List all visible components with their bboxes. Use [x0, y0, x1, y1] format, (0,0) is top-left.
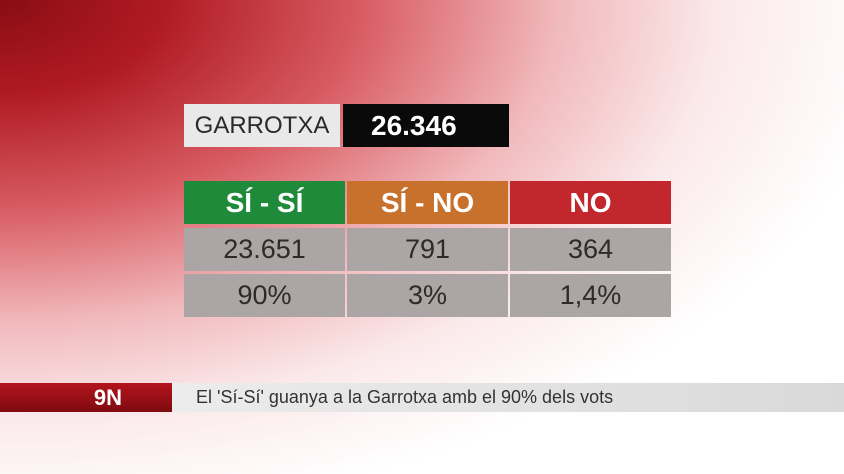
- total-votes: 26.346: [343, 104, 509, 147]
- votes-no: 364: [510, 228, 671, 271]
- votes-si-no: 791: [347, 228, 508, 271]
- header-si-si: SÍ - SÍ: [184, 181, 345, 224]
- percent-si-si: 90%: [184, 274, 345, 317]
- votes-si-si: 23.651: [184, 228, 345, 271]
- percent-si-no: 3%: [347, 274, 508, 317]
- ticker-headline: El 'Sí-Sí' guanya a la Garrotxa amb el 9…: [172, 383, 844, 412]
- ticker-tag: 9N: [0, 383, 172, 412]
- percent-no: 1,4%: [510, 274, 671, 317]
- header-no: NO: [510, 181, 671, 224]
- header-si-no: SÍ - NO: [347, 181, 508, 224]
- region-label: GARROTXA: [184, 104, 340, 147]
